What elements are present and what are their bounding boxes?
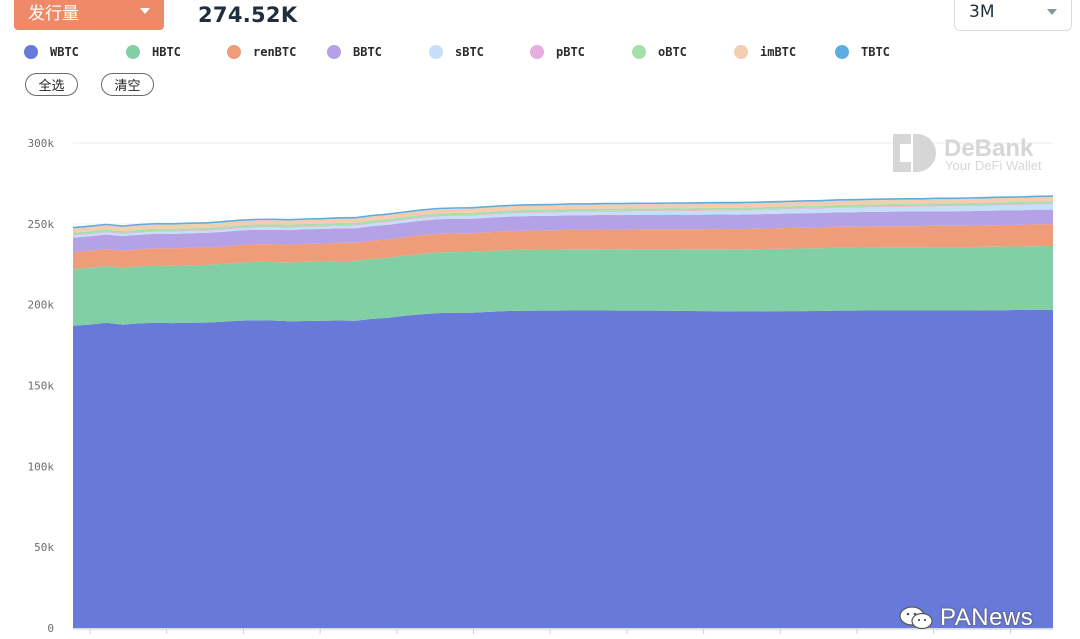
legend-item-sbtc[interactable]: sBTC bbox=[429, 43, 484, 61]
legend-label-tbtc: TBTC bbox=[861, 45, 890, 59]
area-sbtc[interactable] bbox=[73, 204, 1053, 238]
area-imbtc[interactable] bbox=[73, 197, 1053, 233]
legend-label-bbtc: BBTC bbox=[353, 45, 382, 59]
legend-dot-pbtc bbox=[530, 45, 544, 59]
legend-dot-hbtc bbox=[126, 45, 140, 59]
select-all-button[interactable]: 全选 bbox=[25, 73, 78, 96]
clear-button[interactable]: 清空 bbox=[101, 73, 154, 96]
debank-watermark: DeBank Your DeFi Wallet bbox=[893, 134, 1042, 173]
time-range-select[interactable]: 3M bbox=[954, 0, 1072, 31]
legend-item-obtc[interactable]: oBTC bbox=[632, 43, 687, 61]
legend-dot-tbtc bbox=[835, 45, 849, 59]
area-bbtc[interactable] bbox=[73, 209, 1053, 253]
area-tbtc[interactable] bbox=[73, 195, 1053, 229]
legend-label-hbtc: HBTC bbox=[152, 45, 181, 59]
legend-dot-renbtc bbox=[227, 45, 241, 59]
watermark-name: DeBank bbox=[944, 135, 1034, 162]
legend-item-bbtc[interactable]: BBTC bbox=[327, 43, 382, 61]
area-renbtc[interactable] bbox=[73, 224, 1053, 270]
legend-item-hbtc[interactable]: HBTC bbox=[126, 43, 181, 61]
time-range-value: 3M bbox=[969, 1, 995, 22]
legend-item-tbtc[interactable]: TBTC bbox=[835, 43, 890, 61]
watermark-source: PANews bbox=[940, 604, 1034, 631]
wechat-icon bbox=[898, 605, 934, 631]
x-axis-ticks bbox=[73, 628, 1053, 634]
legend-label-renbtc: renBTC bbox=[253, 45, 297, 59]
y-tick-label: 250k bbox=[28, 218, 55, 231]
legend-dot-bbtc bbox=[327, 45, 341, 59]
legend-item-imbtc[interactable]: imBTC bbox=[734, 43, 796, 61]
total-supply-value: 274.52K bbox=[198, 3, 298, 27]
legend-label-pbtc: pBTC bbox=[556, 45, 585, 59]
legend-dot-sbtc bbox=[429, 45, 443, 59]
legend-item-pbtc[interactable]: pBTC bbox=[530, 43, 585, 61]
legend: WBTC HBTC renBTC BBTC sBTC pBTC oBTC imB… bbox=[24, 43, 1064, 61]
y-tick-label: 150k bbox=[28, 380, 55, 393]
legend-label-wbtc: WBTC bbox=[50, 45, 79, 59]
y-tick-label: 100k bbox=[28, 460, 55, 473]
legend-dot-imbtc bbox=[734, 45, 748, 59]
area-wbtc[interactable] bbox=[73, 309, 1053, 628]
legend-label-imbtc: imBTC bbox=[760, 45, 797, 59]
watermark-tagline: Your DeFi Wallet bbox=[945, 158, 1042, 173]
chevron-down-icon bbox=[1047, 8, 1057, 15]
panews-watermark: PANews bbox=[898, 604, 1033, 632]
legend-item-wbtc[interactable]: WBTC bbox=[24, 43, 79, 61]
legend-item-renbtc[interactable]: renBTC bbox=[227, 43, 296, 61]
debank-logo-icon bbox=[893, 134, 936, 172]
y-axis-tick-labels: 0 50k 100k 150k 200k 250k 300k bbox=[28, 137, 55, 635]
area-obtc[interactable] bbox=[73, 201, 1053, 235]
chevron-down-icon bbox=[140, 8, 150, 14]
area-hbtc[interactable] bbox=[73, 246, 1053, 326]
metric-dropdown[interactable]: 发行量 bbox=[14, 0, 164, 30]
series-areas bbox=[73, 195, 1053, 628]
legend-label-sbtc: sBTC bbox=[455, 45, 484, 59]
y-tick-label: 300k bbox=[28, 137, 55, 150]
y-tick-label: 50k bbox=[34, 541, 54, 554]
stacked-area-chart: 0 50k 100k 150k 200k 250k 300k DeBank Your DeF… bbox=[28, 134, 1053, 635]
y-tick-label: 200k bbox=[28, 299, 55, 312]
metric-dropdown-label: 发行量 bbox=[28, 3, 79, 24]
legend-label-obtc: oBTC bbox=[658, 45, 687, 59]
legend-dot-wbtc bbox=[24, 45, 38, 59]
legend-dot-obtc bbox=[632, 45, 646, 59]
y-tick-label: 0 bbox=[47, 622, 54, 635]
